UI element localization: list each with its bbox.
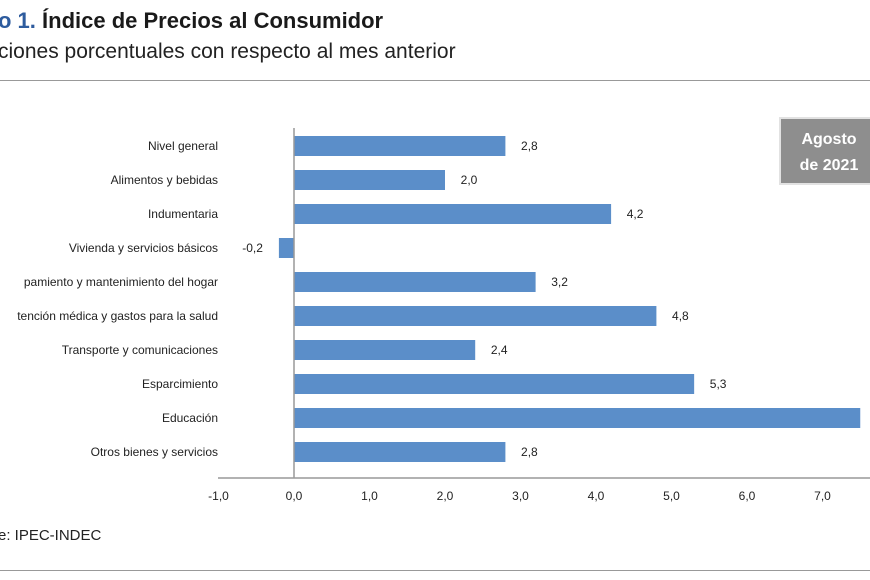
top-divider bbox=[0, 80, 870, 81]
category-label: Transporte y comunicaciones bbox=[62, 343, 218, 357]
bar bbox=[294, 204, 612, 224]
bar bbox=[294, 272, 536, 292]
bar bbox=[278, 238, 294, 258]
value-label: 5,3 bbox=[710, 377, 727, 391]
source-note: e: IPEC-INDEC bbox=[0, 527, 102, 544]
category-label: Vivienda y servicios básicos bbox=[69, 241, 218, 255]
chart-number: o 1. bbox=[0, 8, 36, 33]
bottom-divider bbox=[0, 570, 870, 571]
chart-title: o 1. Índice de Precios al Consumidor bbox=[0, 8, 383, 34]
chart-title-text: Índice de Precios al Consumidor bbox=[42, 8, 384, 33]
x-tick-label: 3,0 bbox=[512, 489, 529, 503]
value-label: 3,2 bbox=[551, 275, 568, 289]
value-label: 2,8 bbox=[521, 445, 538, 459]
x-tick-label: 0,0 bbox=[286, 489, 303, 503]
category-label: Educación bbox=[162, 411, 218, 425]
bar bbox=[294, 136, 506, 156]
x-tick-label: 2,0 bbox=[437, 489, 454, 503]
category-label: Esparcimiento bbox=[142, 377, 218, 391]
category-label: Indumentaria bbox=[148, 207, 218, 221]
value-label: 4,8 bbox=[672, 309, 689, 323]
bar bbox=[294, 374, 695, 394]
category-label: Otros bienes y servicios bbox=[91, 445, 218, 459]
category-label: pamiento y mantenimiento del hogar bbox=[24, 275, 218, 289]
x-tick-label: 4,0 bbox=[588, 489, 605, 503]
period-badge: Agosto de 2021 bbox=[779, 117, 870, 185]
chart-subtitle: ciones porcentuales con respecto al mes … bbox=[0, 40, 456, 63]
value-label: 2,8 bbox=[521, 139, 538, 153]
x-tick-label: 6,0 bbox=[739, 489, 756, 503]
x-tick-label: 1,0 bbox=[361, 489, 378, 503]
bar bbox=[294, 306, 657, 326]
value-label: -0,2 bbox=[242, 241, 263, 255]
value-label: 2,0 bbox=[461, 173, 478, 187]
bar bbox=[294, 442, 506, 462]
badge-line-2: de 2021 bbox=[799, 157, 859, 174]
category-label: Alimentos y bebidas bbox=[111, 173, 218, 187]
x-tick-label: 5,0 bbox=[663, 489, 680, 503]
value-label: 4,2 bbox=[627, 207, 644, 221]
category-label: tención médica y gastos para la salud bbox=[17, 309, 218, 323]
badge-line-1: Agosto bbox=[801, 131, 857, 148]
x-tick-label: 7,0 bbox=[814, 489, 831, 503]
x-tick-label: -1,0 bbox=[208, 489, 229, 503]
bar bbox=[294, 170, 445, 190]
category-label: Nivel general bbox=[148, 139, 218, 153]
bar bbox=[294, 408, 861, 428]
bar bbox=[294, 340, 476, 360]
value-label: 2,4 bbox=[491, 343, 508, 357]
